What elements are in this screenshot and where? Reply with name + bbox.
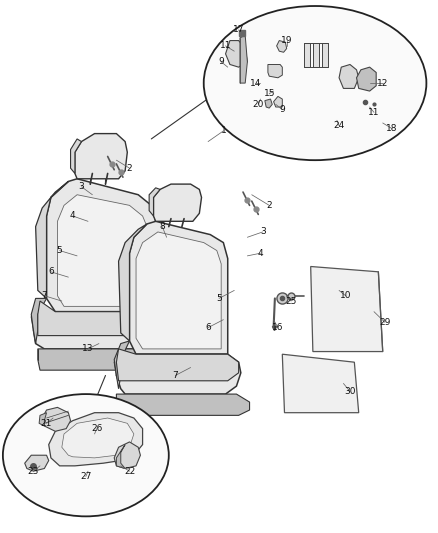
Text: 7: 7 — [42, 291, 47, 300]
Polygon shape — [226, 41, 247, 67]
Polygon shape — [49, 413, 143, 466]
Text: 9: 9 — [279, 105, 285, 114]
Polygon shape — [240, 35, 247, 83]
Text: 5: 5 — [57, 246, 63, 255]
Polygon shape — [31, 298, 46, 344]
Polygon shape — [155, 309, 173, 336]
Text: 4: 4 — [258, 249, 263, 258]
Text: 10: 10 — [340, 291, 351, 300]
Polygon shape — [268, 64, 283, 78]
Polygon shape — [35, 181, 68, 298]
Text: 15: 15 — [264, 89, 275, 98]
Polygon shape — [283, 354, 359, 413]
Text: 30: 30 — [344, 387, 356, 396]
Polygon shape — [357, 67, 376, 91]
Polygon shape — [38, 301, 166, 336]
Polygon shape — [274, 96, 283, 107]
Polygon shape — [311, 266, 383, 352]
Polygon shape — [321, 43, 328, 67]
Polygon shape — [114, 442, 141, 469]
Text: 7: 7 — [173, 371, 178, 380]
Text: 27: 27 — [80, 472, 92, 481]
Text: 6: 6 — [205, 323, 211, 332]
Text: 17: 17 — [233, 26, 244, 35]
Polygon shape — [114, 354, 121, 375]
Ellipse shape — [3, 394, 169, 516]
Polygon shape — [114, 341, 130, 389]
Polygon shape — [38, 349, 173, 370]
Text: 9: 9 — [218, 58, 224, 66]
Polygon shape — [153, 184, 201, 221]
Text: 26: 26 — [91, 424, 102, 433]
Text: 3: 3 — [78, 182, 85, 191]
Polygon shape — [313, 43, 319, 67]
Text: 19: 19 — [281, 36, 293, 45]
Polygon shape — [117, 354, 241, 394]
Polygon shape — [149, 188, 160, 216]
Text: 16: 16 — [272, 323, 284, 332]
Polygon shape — [119, 224, 147, 341]
Text: 2: 2 — [127, 164, 132, 173]
Text: 8: 8 — [159, 222, 165, 231]
Polygon shape — [117, 445, 125, 469]
Polygon shape — [33, 312, 171, 349]
Polygon shape — [117, 349, 239, 381]
Polygon shape — [25, 455, 49, 471]
Text: 22: 22 — [124, 467, 135, 475]
Text: 2: 2 — [266, 201, 272, 210]
Polygon shape — [339, 64, 359, 88]
Text: 11: 11 — [368, 108, 380, 117]
Text: 23: 23 — [28, 467, 39, 475]
Text: 12: 12 — [377, 78, 389, 87]
Polygon shape — [39, 413, 46, 426]
Text: 21: 21 — [41, 419, 52, 428]
Text: 6: 6 — [48, 268, 54, 276]
Text: 1: 1 — [220, 126, 226, 135]
Polygon shape — [304, 43, 310, 67]
Text: 13: 13 — [82, 344, 94, 353]
Polygon shape — [71, 139, 81, 173]
Polygon shape — [277, 41, 287, 52]
Polygon shape — [57, 195, 147, 306]
Polygon shape — [117, 394, 250, 415]
Text: 24: 24 — [333, 121, 345, 130]
Text: 25: 25 — [285, 296, 297, 305]
Text: 18: 18 — [386, 124, 397, 133]
Text: 3: 3 — [260, 228, 265, 237]
Polygon shape — [62, 418, 134, 458]
Text: 11: 11 — [220, 42, 231, 51]
Text: 29: 29 — [379, 318, 391, 327]
Polygon shape — [265, 99, 272, 108]
Polygon shape — [136, 232, 221, 349]
Polygon shape — [31, 304, 38, 330]
Polygon shape — [46, 179, 155, 312]
Polygon shape — [75, 134, 127, 179]
Polygon shape — [42, 407, 71, 431]
Ellipse shape — [204, 6, 426, 160]
Text: 14: 14 — [251, 78, 262, 87]
Text: 4: 4 — [70, 212, 75, 221]
Text: 5: 5 — [216, 294, 222, 303]
Text: 20: 20 — [253, 100, 264, 109]
Polygon shape — [130, 221, 228, 354]
